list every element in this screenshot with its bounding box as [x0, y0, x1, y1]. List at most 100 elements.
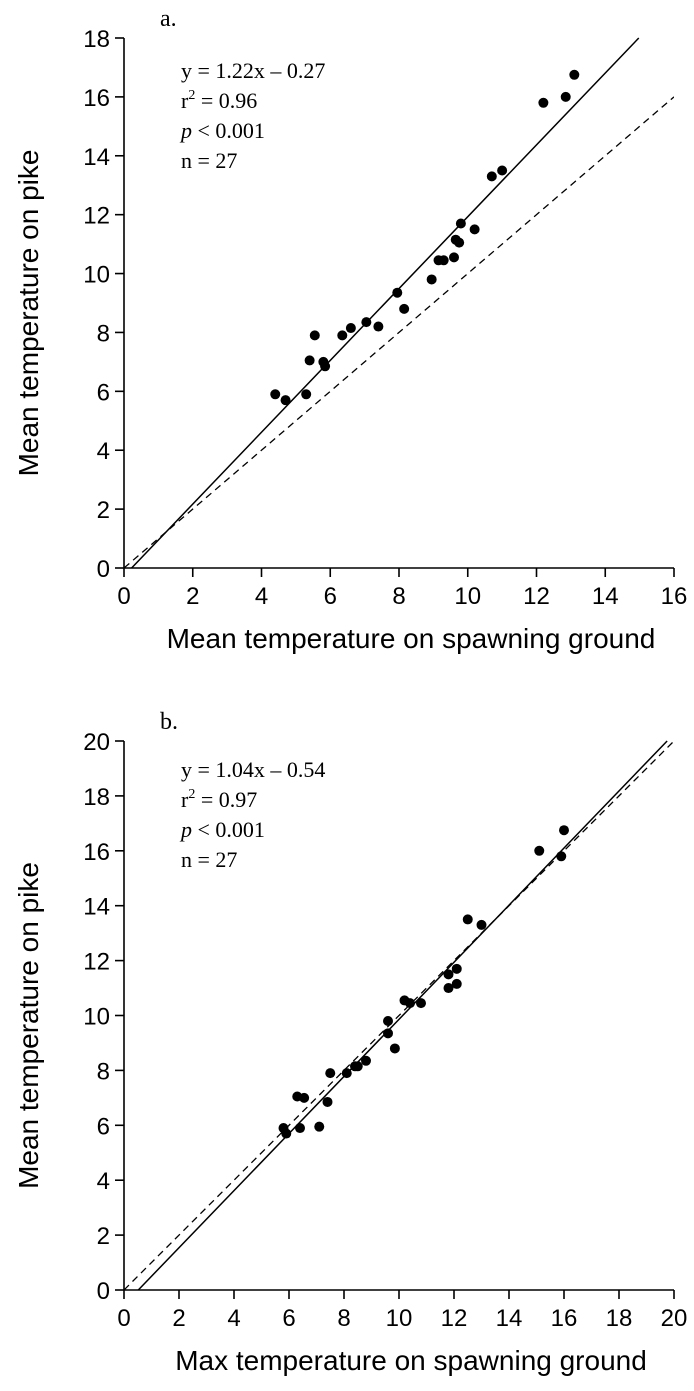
panel-b-y-tick-label: 6 [97, 1113, 110, 1140]
panel-a-data-point [280, 395, 291, 406]
panel-a-x-tick-label: 12 [523, 583, 550, 610]
panel-b-data-point [361, 1055, 371, 1066]
panel-b-x-tick-label: 16 [551, 1305, 578, 1332]
panel-b-data-point [556, 851, 567, 862]
panel-a: a. 0 2 4 6 8 10 12 14 16 0 2 4 6 8 10 12 14 16 18 y = 1.22… [13, 6, 687, 654]
panel-a-x-tick-label: 8 [392, 583, 405, 610]
panel-b-x-tick-label: 8 [337, 1305, 350, 1332]
panel-b-y-tick-label: 20 [83, 729, 110, 756]
panel-b-stats: y = 1.04x – 0.54 r2 = 0.97 p < 0.001 n =… [179, 757, 325, 872]
panel-b-data-point [352, 1061, 363, 1072]
panel-b-y-tick-label: 8 [97, 1058, 110, 1085]
panel-b-data-point [443, 983, 454, 994]
panel-a-data-point [569, 69, 580, 80]
panel-a-data-point [426, 274, 437, 285]
panel-b-data-point [341, 1068, 352, 1079]
panel-a-stats: y = 1.22x – 0.27 r2 = 0.96 p < 0.001 n =… [179, 58, 325, 173]
panel-a-x-tick-label: 2 [186, 583, 199, 610]
panel-b-lines [124, 740, 674, 1290]
panel-b-one-to-one-line [124, 740, 674, 1290]
panel-b-x-axis-title: Max temperature on spawning ground [175, 1345, 647, 1376]
panel-b-data-point [559, 825, 569, 836]
panel-b-data-point [462, 914, 473, 925]
panel-a-y-tick-label: 16 [83, 85, 110, 112]
panel-a-data-point [373, 321, 384, 332]
panel-a-x-axis-title: Mean temperature on spawning ground [167, 623, 656, 654]
panel-b-p-symbol: p [179, 817, 192, 842]
panel-a-data-point [309, 330, 320, 341]
panel-a-y-tick-label: 10 [83, 262, 110, 289]
panel-b-data-point [383, 1015, 393, 1026]
panel-b-data-point [295, 1123, 305, 1134]
panel-b-x-tick-label: 0 [117, 1305, 130, 1332]
panel-b-data-point [451, 978, 462, 989]
panel-a-regression-line [131, 37, 640, 568]
panel-a-y-tick-label: 12 [83, 203, 110, 230]
panel-a-x-tick-label: 14 [592, 583, 619, 610]
panel-a-r2-prefix: r [181, 88, 189, 113]
panel-a-data-point [538, 97, 549, 108]
panel-b-y-axis-title: Mean temperature on pike [13, 862, 44, 1189]
panel-a-equation: y = 1.22x – 0.27 [181, 58, 325, 83]
panel-a-x-tick-label: 16 [661, 583, 688, 610]
panel-b-points [278, 825, 569, 1139]
panel-a-x-tick-label: 0 [117, 583, 130, 610]
panel-a-data-point [455, 218, 466, 229]
panel-a-p-value: p < 0.001 [179, 118, 265, 143]
panel-a-data-point [497, 165, 508, 176]
panel-a-data-point [320, 361, 331, 372]
panel-a-lines [124, 37, 674, 568]
panel-b-data-point [322, 1096, 333, 1107]
panel-a-x-tick-label: 6 [324, 583, 337, 610]
panel-b-y-tick-label: 12 [83, 949, 110, 976]
panel-b-p-value: p < 0.001 [179, 817, 265, 842]
panel-a-one-to-one-line [124, 96, 674, 568]
panel-a-points [270, 69, 580, 406]
panel-a-axes: 0 2 4 6 8 10 12 14 16 0 2 4 6 8 10 12 14 16 18 [83, 26, 687, 610]
panel-b: b. 0 2 4 6 8 10 12 14 16 18 20 0 2 4 6 8 10 12 14 16 18 20 y … [13, 709, 687, 1376]
panel-a-data-point [560, 91, 571, 102]
panel-a-x-tick-label: 10 [454, 583, 481, 610]
panel-a-data-point [361, 317, 372, 328]
panel-b-x-tick-label: 20 [661, 1305, 688, 1332]
panel-a-x-tick-label: 4 [255, 583, 268, 610]
panel-b-r-squared: r2 = 0.97 [181, 787, 257, 812]
panel-b-data-point [534, 845, 545, 856]
panel-a-y-tick-label: 14 [83, 144, 110, 171]
panel-a-data-point [301, 389, 312, 400]
panel-b-data-point [314, 1121, 325, 1132]
panel-b-data-point [325, 1068, 336, 1079]
panel-b-y-tick-label: 2 [97, 1223, 110, 1250]
panel-b-data-point [383, 1028, 393, 1039]
panel-b-n: n = 27 [181, 847, 237, 872]
panel-b-y-tick-label: 14 [83, 894, 110, 921]
panel-b-x-tick-label: 10 [386, 1305, 413, 1332]
panel-a-y-tick-label: 18 [83, 26, 110, 53]
panel-b-y-tick-label: 16 [83, 839, 110, 866]
panel-b-label: b. [160, 709, 178, 735]
panel-a-y-tick-label: 8 [97, 320, 110, 347]
panel-b-equation: y = 1.04x – 0.54 [181, 757, 325, 782]
panel-a-p-number: < 0.001 [192, 118, 265, 143]
panel-a-data-point [304, 355, 315, 366]
panel-a-y-tick-label: 0 [97, 556, 110, 583]
panel-a-n: n = 27 [181, 148, 237, 173]
panel-a-data-point [392, 287, 403, 298]
panel-a-data-point [337, 330, 348, 341]
panel-b-x-tick-label: 2 [172, 1305, 185, 1332]
panel-b-y-tick-label: 4 [97, 1168, 110, 1195]
panel-b-y-tick-label: 0 [97, 1278, 110, 1305]
panel-b-y-tick-label: 10 [83, 1004, 110, 1031]
panel-a-label: a. [160, 6, 177, 32]
panel-a-data-point [486, 171, 497, 182]
panel-b-r2-value: = 0.97 [195, 787, 257, 812]
panel-a-y-axis-title: Mean temperature on pike [13, 150, 44, 477]
panel-a-data-point [270, 389, 281, 400]
panel-b-r2-exponent: 2 [188, 787, 195, 802]
panel-a-p-symbol: p [179, 118, 192, 143]
panel-b-data-point [416, 998, 426, 1009]
panel-a-data-point [399, 303, 410, 314]
panel-a-data-point [454, 237, 465, 248]
panel-a-data-point [345, 323, 356, 334]
panel-b-r2-prefix: r [181, 787, 189, 812]
